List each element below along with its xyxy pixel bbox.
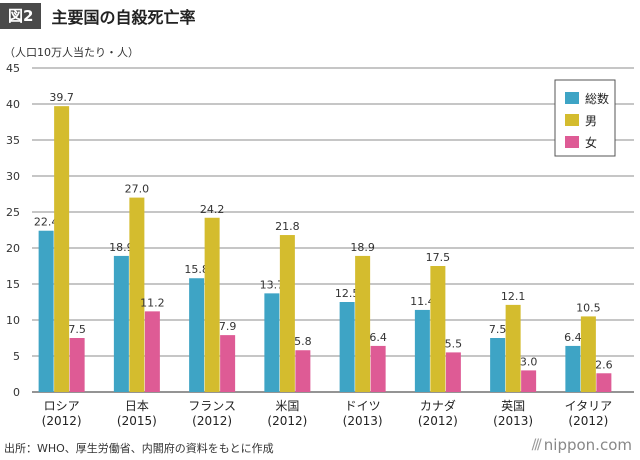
bar-男 <box>54 106 70 392</box>
x-category-label: 日本 <box>125 399 149 413</box>
value-label: 6.4 <box>564 331 582 344</box>
value-label: 7.9 <box>219 320 237 333</box>
value-label: 5.5 <box>445 337 463 350</box>
value-label: 10.5 <box>576 301 601 314</box>
x-category-label: ドイツ <box>345 399 381 413</box>
bar-総数 <box>490 338 506 392</box>
brand-mark-icon: /// <box>531 437 542 453</box>
bar-総数 <box>264 293 280 392</box>
bar-総数 <box>189 278 205 392</box>
x-category-label: フランス <box>188 399 236 413</box>
x-category-year: (2015) <box>117 414 157 428</box>
y-tick-label: 0 <box>13 386 20 399</box>
bar-男 <box>204 217 220 392</box>
value-label: 24.2 <box>200 203 225 216</box>
value-label: 18.9 <box>350 241 375 254</box>
y-tick-label: 15 <box>6 278 20 291</box>
x-category-label: 米国 <box>275 399 299 413</box>
bar-男 <box>580 316 596 392</box>
value-label: 21.8 <box>275 220 300 233</box>
y-tick-label: 25 <box>6 206 20 219</box>
bar-総数 <box>339 302 355 392</box>
bar-女 <box>596 373 612 392</box>
bar-総数 <box>113 255 129 392</box>
value-label: 18.9 <box>109 241 134 254</box>
legend-swatch <box>565 92 579 104</box>
source-note: 出所：WHO、厚生労働省、内閣府の資料をもとに作成 <box>4 442 274 455</box>
x-category-year: (2012) <box>418 414 458 428</box>
bar-女 <box>521 370 537 392</box>
value-label: 39.7 <box>49 91 74 104</box>
value-label: 12.5 <box>335 287 360 300</box>
x-category-year: (2012) <box>568 414 608 428</box>
value-label: 12.1 <box>501 290 526 303</box>
x-category-year: (2012) <box>192 414 232 428</box>
y-tick-label: 20 <box>6 242 20 255</box>
brand-name: nippon.com <box>543 436 632 454</box>
y-tick-label: 45 <box>6 62 20 75</box>
bar-総数 <box>565 345 581 392</box>
bar-女 <box>220 335 236 392</box>
value-label: 3.0 <box>520 355 538 368</box>
bar-男 <box>279 235 295 392</box>
value-label: 7.5 <box>68 323 86 336</box>
x-category-label: 英国 <box>501 399 525 413</box>
legend-label: 総数 <box>585 91 609 106</box>
bar-女 <box>69 338 85 392</box>
title-bar: 図2 主要国の自殺死亡率 <box>0 0 640 32</box>
x-category-year: (2012) <box>267 414 307 428</box>
value-label: 6.4 <box>369 331 387 344</box>
x-category-label: ロシア <box>44 399 80 413</box>
x-category-label: イタリア <box>565 399 613 413</box>
x-category-year: (2013) <box>493 414 533 428</box>
value-label: 2.6 <box>595 358 613 371</box>
legend-swatch <box>565 114 579 126</box>
figure-badge: 図2 <box>0 3 42 29</box>
chart-title: 主要国の自殺死亡率 <box>51 8 196 27</box>
bar-女 <box>144 311 160 392</box>
x-category-year: (2012) <box>42 414 82 428</box>
brand-logo: /// nippon.com <box>532 436 632 454</box>
legend-swatch <box>565 136 579 148</box>
y-tick-label: 10 <box>6 314 20 327</box>
value-label: 11.2 <box>140 296 165 309</box>
bar-総数 <box>414 309 430 392</box>
value-label: 7.5 <box>489 323 507 336</box>
legend-label: 女 <box>585 135 597 150</box>
unit-label: （人口10万人当たり・人） <box>4 46 139 59</box>
x-category-year: (2013) <box>343 414 383 428</box>
x-category-label: カナダ <box>420 398 456 413</box>
y-tick-label: 40 <box>6 98 20 111</box>
y-tick-label: 35 <box>6 134 20 147</box>
bar-女 <box>295 350 311 392</box>
bar-総数 <box>38 230 54 392</box>
value-label: 17.5 <box>426 251 451 264</box>
bar-女 <box>370 345 386 392</box>
value-label: 27.0 <box>125 183 150 196</box>
y-tick-label: 5 <box>13 350 20 363</box>
value-label: 5.8 <box>294 335 312 348</box>
value-label: 22.4 <box>34 216 59 229</box>
bar-男 <box>355 255 371 392</box>
y-tick-label: 30 <box>6 170 20 183</box>
value-label: 11.4 <box>410 295 435 308</box>
legend-label: 男 <box>585 114 597 128</box>
value-label: 15.8 <box>184 263 209 276</box>
bar-男 <box>505 304 521 392</box>
bar-男 <box>129 197 145 392</box>
bar-女 <box>445 352 461 392</box>
bar-男 <box>430 266 446 392</box>
value-label: 13.7 <box>260 278 285 291</box>
